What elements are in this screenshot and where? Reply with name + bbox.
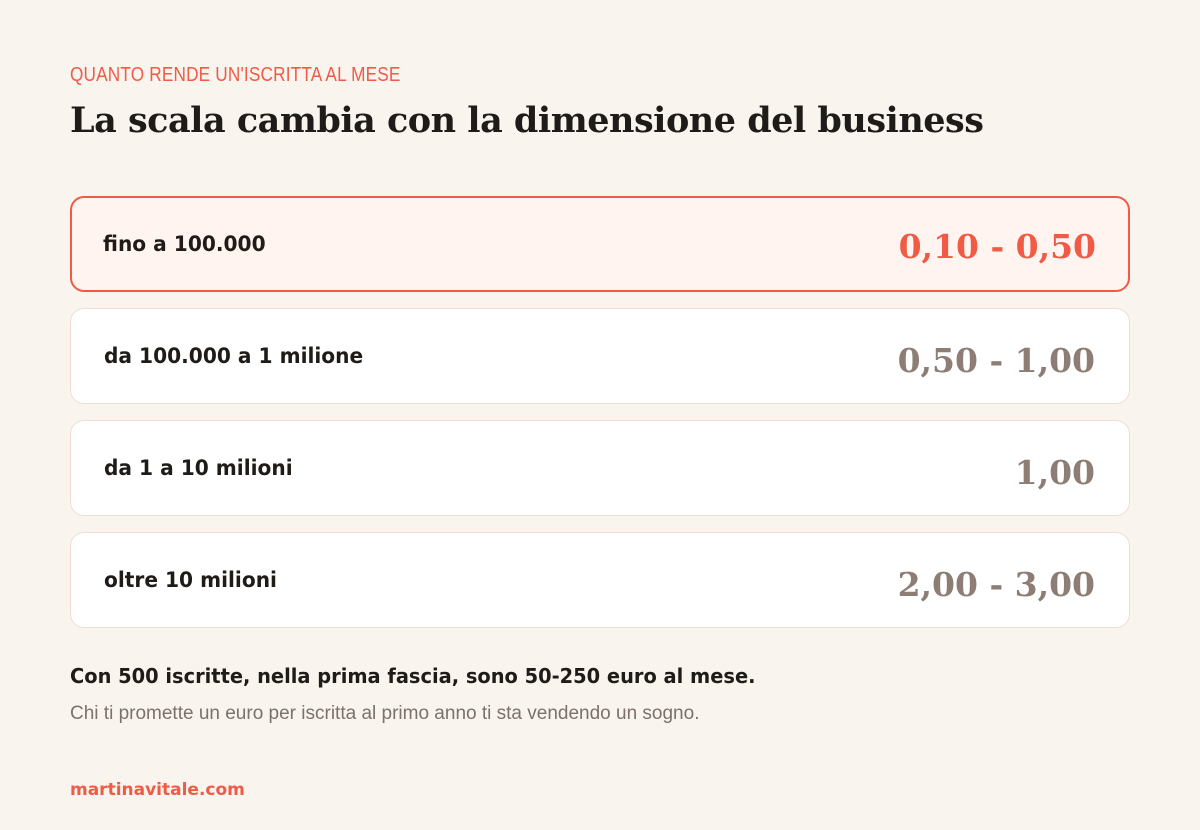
tier-label: da 100.000 a 1 milione <box>104 344 364 368</box>
tier-label: da 1 a 10 milioni <box>104 456 293 480</box>
tier-card-3: da 1 a 10 milioni 1,00 <box>70 420 1130 516</box>
tier-value: 2,00 - 3,00 <box>897 564 1095 604</box>
tier-list: fino a 100.000 0,10 - 0,50 da 100.000 a … <box>70 196 1130 644</box>
tier-card-1: fino a 100.000 0,10 - 0,50 <box>70 196 1130 292</box>
site-footer-link[interactable]: martinavitale.com <box>70 780 245 800</box>
tier-label: oltre 10 milioni <box>104 568 277 592</box>
tier-value: 0,10 - 0,50 <box>898 226 1096 266</box>
tier-value: 1,00 <box>1014 452 1095 492</box>
tier-label: fino a 100.000 <box>103 232 266 256</box>
tier-value: 0,50 - 1,00 <box>897 340 1095 380</box>
note-sub: Chi ti promette un euro per iscritta al … <box>70 703 700 724</box>
tier-card-2: da 100.000 a 1 milione 0,50 - 1,00 <box>70 308 1130 404</box>
headline: La scala cambia con la dimensione del bu… <box>70 100 984 141</box>
kicker: QUANTO RENDE UN'ISCRITTA AL MESE <box>70 64 401 86</box>
note-main: Con 500 iscritte, nella prima fascia, so… <box>70 664 756 688</box>
tier-card-4: oltre 10 milioni 2,00 - 3,00 <box>70 532 1130 628</box>
